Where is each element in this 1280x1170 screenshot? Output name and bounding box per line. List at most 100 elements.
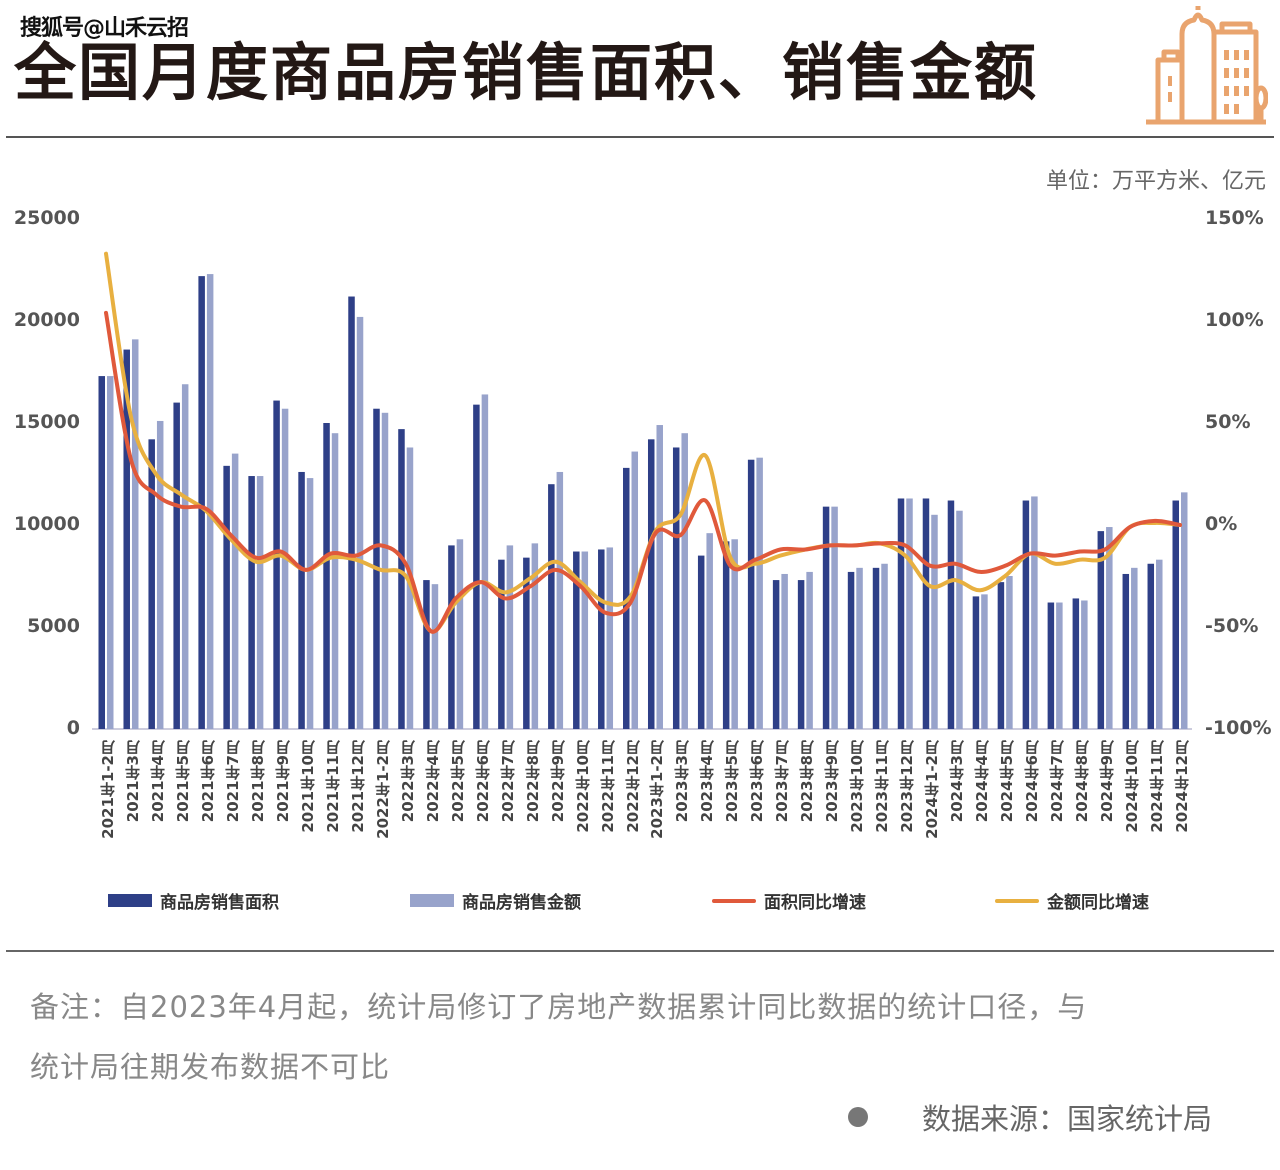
bar (956, 510, 963, 729)
legend-label: 金额同比增速 (1047, 893, 1149, 913)
bar (498, 559, 505, 729)
bar (1072, 598, 1080, 729)
bar (181, 384, 189, 729)
chart-plot (92, 251, 1192, 730)
bar (156, 420, 164, 729)
bar (781, 573, 788, 729)
bar (323, 423, 330, 729)
bar (947, 500, 955, 729)
y-axis-right-tick: 150% (1205, 207, 1264, 229)
bar (231, 453, 239, 729)
bar (1097, 531, 1105, 729)
bar (556, 471, 564, 729)
bar (897, 498, 905, 729)
bar (506, 545, 514, 729)
y-axis-right-tick: 100% (1205, 309, 1264, 331)
bar (697, 555, 705, 729)
header-divider (6, 136, 1274, 138)
bar (772, 580, 780, 729)
data-source: 数据来源：国家统计局 (848, 1096, 1212, 1138)
legend-item-amount: 商品房销售金额 (410, 888, 581, 913)
bar (98, 376, 105, 729)
bar (581, 551, 589, 729)
footnote-line-1: 备注：自2023年4月起，统计局修订了房地产数据累计同比数据的统计口径，与 (30, 990, 1088, 1024)
y-axis-right-tick: 50% (1205, 411, 1251, 433)
bar (1122, 573, 1130, 729)
bar (206, 274, 214, 729)
bar (706, 533, 713, 729)
bar (348, 296, 355, 729)
bar (1006, 576, 1013, 729)
bar (906, 498, 913, 729)
legend-item-area: 商品房销售面积 (108, 888, 279, 913)
bar (997, 582, 1005, 729)
footer-divider (6, 950, 1274, 952)
footnote-line-2: 统计局往期发布数据不可比 (30, 1050, 391, 1084)
bar (456, 539, 464, 729)
bar (223, 465, 230, 729)
city-buildings-icon (1146, 6, 1268, 125)
bar (173, 402, 180, 729)
bullet-icon (848, 1107, 868, 1127)
y-axis-left-tick: 20000 (13, 309, 80, 331)
legend-swatch (712, 898, 756, 903)
bar (248, 476, 255, 729)
bar (1156, 559, 1163, 729)
growth-line (104, 251, 1182, 634)
legend-swatch (108, 894, 152, 907)
bar (681, 433, 688, 729)
legend-label: 面积同比增速 (764, 893, 866, 913)
watermark-text: 搜狐号@山禾云招 (20, 16, 189, 41)
bar (847, 571, 855, 729)
bar (273, 400, 280, 729)
bar (148, 439, 155, 729)
legend-item-area-growth: 面积同比增速 (712, 888, 866, 913)
bar (756, 457, 763, 729)
y-axis-left-tick: 5000 (27, 615, 80, 637)
bar (647, 439, 655, 729)
y-axis-right-tick: 0% (1205, 513, 1238, 535)
bar (448, 545, 455, 729)
bar (856, 567, 863, 729)
unit-label: 单位：万平方米、亿元 (1045, 169, 1266, 194)
bar (431, 584, 439, 729)
bar (981, 594, 988, 729)
bar (1106, 527, 1113, 729)
legend-label: 商品房销售面积 (160, 893, 279, 913)
bar (1081, 600, 1088, 729)
bar (806, 571, 813, 729)
bar (672, 447, 680, 729)
bar (1172, 500, 1179, 729)
bar (881, 563, 888, 729)
bar (573, 551, 580, 729)
legend-swatch (995, 898, 1039, 903)
bar (1147, 563, 1155, 729)
bar (831, 506, 838, 729)
bar (107, 376, 114, 729)
bar (822, 506, 830, 729)
legend-swatch (410, 894, 454, 907)
bar (797, 580, 805, 729)
bar (623, 467, 630, 729)
bar (1022, 500, 1030, 729)
bar (123, 349, 130, 729)
bar (423, 580, 430, 729)
bar (656, 425, 663, 729)
bar (872, 567, 880, 729)
bar (598, 549, 605, 729)
bar (523, 557, 530, 729)
bar (548, 484, 555, 729)
page-title: 全国月度商品房销售面积、销售金额 (14, 36, 1039, 109)
y-axis-left-tick: 25000 (13, 207, 80, 229)
y-axis-right-tick: -50% (1205, 615, 1259, 637)
bar (931, 514, 938, 729)
bar (306, 478, 314, 729)
bar (972, 596, 980, 729)
bar (1031, 496, 1038, 729)
bar (531, 543, 539, 729)
bar (1056, 602, 1063, 729)
bar (473, 404, 480, 729)
y-axis-left-tick: 0 (66, 717, 80, 739)
y-axis-left-tick: 15000 (13, 411, 80, 433)
bar (1131, 567, 1138, 729)
